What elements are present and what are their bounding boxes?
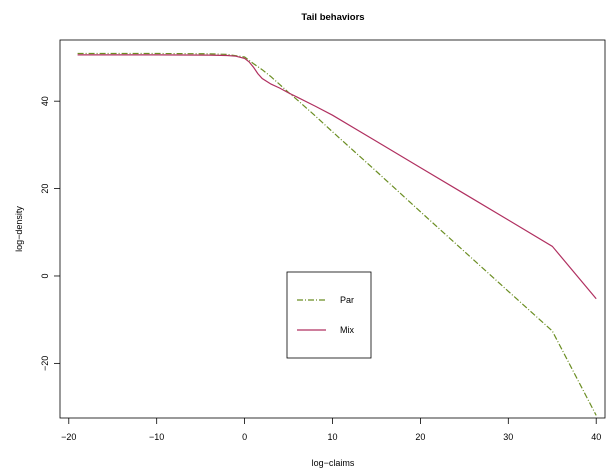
legend-label-par: Par xyxy=(340,295,354,305)
series-layer xyxy=(77,52,597,416)
x-axis: −20 −10 0 10 20 30 40 xyxy=(61,418,601,442)
legend-label-mix: Mix xyxy=(340,325,354,335)
y-tick-label: 20 xyxy=(40,184,50,194)
x-tick-label: 40 xyxy=(591,432,601,442)
x-tick-label: 30 xyxy=(503,432,513,442)
x-tick-label: −20 xyxy=(61,432,76,442)
series-line-par xyxy=(77,52,597,416)
y-tick-label: 40 xyxy=(40,96,50,106)
legend-box xyxy=(286,271,372,359)
legend: Par Mix xyxy=(286,271,372,359)
x-axis-label: log−claims xyxy=(312,458,355,468)
series-line-mix xyxy=(77,54,597,300)
x-tick-label: 10 xyxy=(327,432,337,442)
chart-title: Tail behaviors xyxy=(301,12,364,23)
y-axis: −20 0 20 40 xyxy=(40,96,60,371)
y-tick-label: −20 xyxy=(40,356,50,371)
x-tick-label: 20 xyxy=(415,432,425,442)
y-axis-label: log−density xyxy=(14,206,24,252)
x-tick-label: 0 xyxy=(242,432,247,442)
x-tick-label: −10 xyxy=(149,432,164,442)
y-tick-label: 0 xyxy=(40,273,50,278)
